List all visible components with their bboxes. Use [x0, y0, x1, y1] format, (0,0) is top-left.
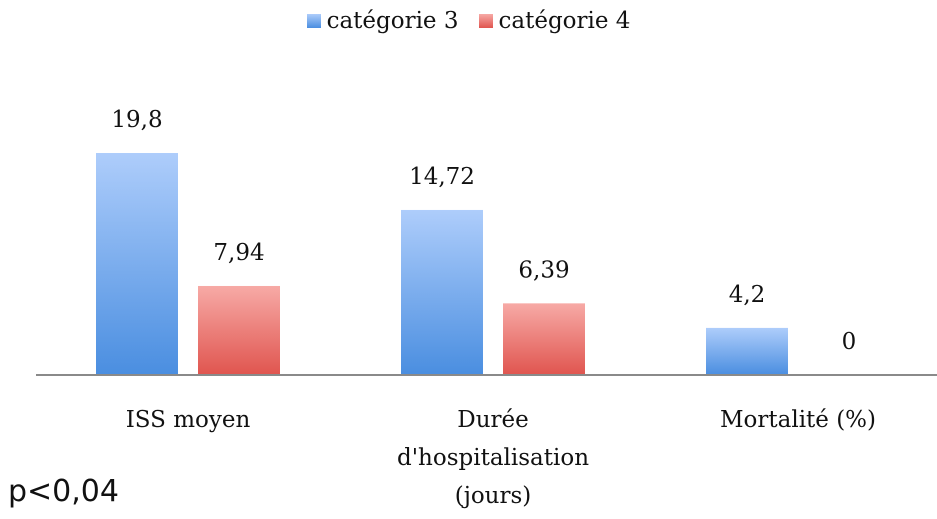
bar-series2-cat2 — [503, 303, 585, 375]
data-label-series1-cat1: 19,8 — [111, 107, 162, 133]
bar-series1-cat1 — [96, 153, 178, 375]
data-label-series2-cat1: 7,94 — [213, 240, 264, 266]
legend-swatch-series-2 — [478, 14, 493, 28]
legend-label-series-1: catégorie 3 — [326, 8, 459, 34]
data-label-series2-cat3: 0 — [842, 329, 857, 355]
bar-series1-cat2 — [401, 209, 483, 375]
chart-legend: catégorie 3 catégorie 4 — [0, 8, 937, 34]
category-label-3: Mortalité (%) — [720, 407, 876, 433]
legend-item-series-2: catégorie 4 — [478, 8, 631, 34]
data-label-series2-cat2: 6,39 — [518, 257, 569, 283]
category-label-2: Durée d'hospitalisation (jours) — [397, 407, 589, 509]
p-value-footnote: p<0,04 — [8, 474, 119, 509]
labels-layer: 19,8 7,94 14,72 6,39 4,2 0 — [111, 107, 856, 355]
bar-series2-cat1 — [198, 285, 280, 375]
legend-item-series-1: catégorie 3 — [306, 8, 459, 34]
bars-layer — [96, 153, 788, 375]
data-label-series1-cat3: 4,2 — [729, 282, 766, 308]
bar-series1-cat3 — [706, 327, 788, 375]
data-label-series1-cat2: 14,72 — [409, 164, 475, 190]
legend-swatch-series-1 — [306, 14, 321, 28]
category-label-1: ISS moyen — [126, 407, 251, 433]
legend-label-series-2: catégorie 4 — [498, 8, 631, 34]
axis-layer: ISS moyen Durée d'hospitalisation (jours) Mo… — [36, 374, 937, 509]
